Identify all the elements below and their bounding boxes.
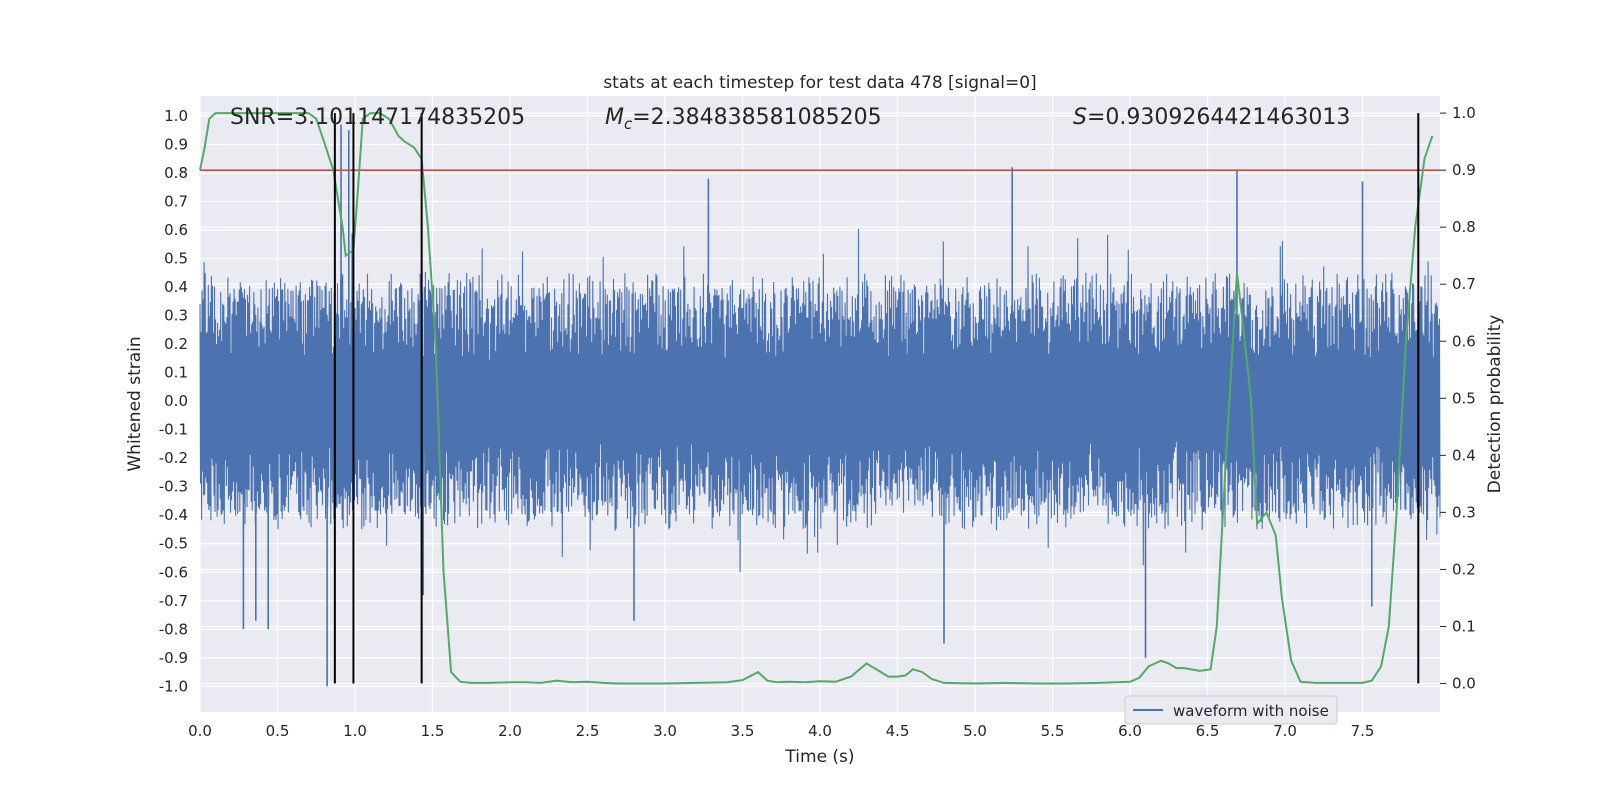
x-tick-label: 5.0: [963, 722, 987, 740]
legend-label-waveform: waveform with noise: [1173, 702, 1329, 720]
chirp-mass-symbol: M: [605, 105, 624, 130]
y2-tick-label: 0.5: [1452, 389, 1476, 407]
detection-probability-line: [199, 112, 1434, 685]
y2-tick-label: 0.7: [1452, 275, 1476, 293]
waveform-line: [199, 228, 1441, 573]
x-tick-label: 3.5: [731, 722, 755, 740]
x-tick-label: 0.5: [266, 722, 290, 740]
x-tick-label: 2.0: [498, 722, 522, 740]
x-tick-label: 6.0: [1118, 722, 1142, 740]
x-tick-label: 1.5: [421, 722, 445, 740]
y-tick-label: -0.1: [159, 421, 188, 439]
y-tick-label: 0.4: [164, 278, 188, 296]
x-tick-label: 4.5: [886, 722, 910, 740]
x-axis-label: Time (s): [784, 747, 854, 767]
y-tick-label: 0.3: [164, 307, 188, 325]
s-annotation: S=0.9309264421463013: [1073, 105, 1350, 130]
y-axis-label: Whitened strain: [125, 336, 145, 471]
y-tick-label: -0.8: [159, 620, 188, 638]
s-symbol: S: [1073, 105, 1087, 130]
x-tick-label: 7.0: [1273, 722, 1297, 740]
legend-box: [1124, 695, 1338, 725]
legend: waveform with noise: [1124, 695, 1338, 725]
x-tick-label: 2.5: [576, 722, 600, 740]
y-tick-label: 0.8: [164, 164, 188, 182]
chirp-mass-subscript: c: [624, 115, 633, 133]
y2-tick-label: 0.3: [1452, 503, 1476, 521]
snr-annotation: SNR=3.101147174835205: [230, 105, 525, 130]
y2-tick-label: 0.6: [1452, 332, 1476, 350]
s-value: =0.9309264421463013: [1087, 105, 1350, 130]
y2-tick-label: 0.8: [1452, 218, 1476, 236]
y2-tick-label: 0.0: [1452, 674, 1476, 692]
y-tick-label: 0.6: [164, 221, 188, 239]
y2-tick-label: 0.1: [1452, 617, 1476, 635]
chirp-mass-value: =2.384838581085205: [632, 105, 881, 130]
x-tick-label: 3.0: [653, 722, 677, 740]
x-tick-label: 6.5: [1196, 722, 1220, 740]
overlay-layer: [199, 112, 1440, 685]
y2-tick-label: 0.4: [1452, 446, 1476, 464]
y-tick-label: 0.5: [164, 250, 188, 268]
y-tick-label: -0.7: [159, 592, 188, 610]
y-tick-label: 0.7: [164, 193, 188, 211]
y-tick-label: -0.5: [159, 535, 188, 553]
y-tick-label: -0.2: [159, 449, 188, 467]
chirp-mass-annotation: Mc=2.384838581085205: [605, 105, 882, 133]
waveform-series: [199, 124, 1441, 687]
y-tick-label: 0.0: [164, 392, 188, 410]
x-tick-label: 0.0: [188, 722, 212, 740]
x-tick-label: 4.0: [808, 722, 832, 740]
y-tick-label: -0.3: [159, 478, 188, 496]
y-tick-label: -0.9: [159, 649, 188, 667]
x-tick-label: 1.0: [343, 722, 367, 740]
y2-tick-label: 1.0: [1452, 104, 1476, 122]
y-tick-label: 0.1: [164, 364, 188, 382]
y2-tick-label: 0.9: [1452, 161, 1476, 179]
tick-layer: 0.0 0.5 1.0 1.5 2.0 2.5 3.0 3.5 4.0 4.5 5.0 5.5 6.0 6…: [159, 104, 1476, 740]
y-tick-label: -0.4: [159, 506, 188, 524]
y2-tick-label: 0.2: [1452, 560, 1476, 578]
x-tick-label: 7.5: [1351, 722, 1375, 740]
y2-axis-label: Detection probability: [1485, 315, 1505, 494]
y-tick-label: -1.0: [159, 677, 188, 695]
x-tick-label: 5.5: [1041, 722, 1065, 740]
y-tick-label: 0.9: [164, 135, 188, 153]
y-tick-label: 0.2: [164, 335, 188, 353]
y-tick-label: -0.6: [159, 563, 188, 581]
chart-title: stats at each timestep for test data 478…: [603, 73, 1036, 93]
y-tick-label: 1.0: [164, 107, 188, 125]
